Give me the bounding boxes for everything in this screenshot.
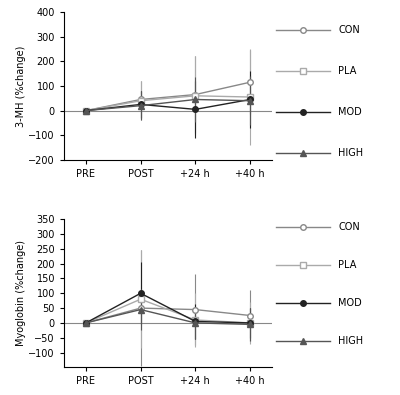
- Y-axis label: Myoglobin (%change): Myoglobin (%change): [16, 240, 26, 346]
- Text: CON: CON: [338, 25, 360, 36]
- Text: HIGH: HIGH: [338, 337, 364, 346]
- Text: MOD: MOD: [338, 298, 362, 308]
- Y-axis label: 3-MH (%change): 3-MH (%change): [16, 45, 26, 127]
- Text: CON: CON: [338, 222, 360, 232]
- Text: PLA: PLA: [338, 260, 357, 270]
- Text: HIGH: HIGH: [338, 148, 364, 158]
- Text: MOD: MOD: [338, 107, 362, 117]
- Text: PLA: PLA: [338, 66, 357, 76]
